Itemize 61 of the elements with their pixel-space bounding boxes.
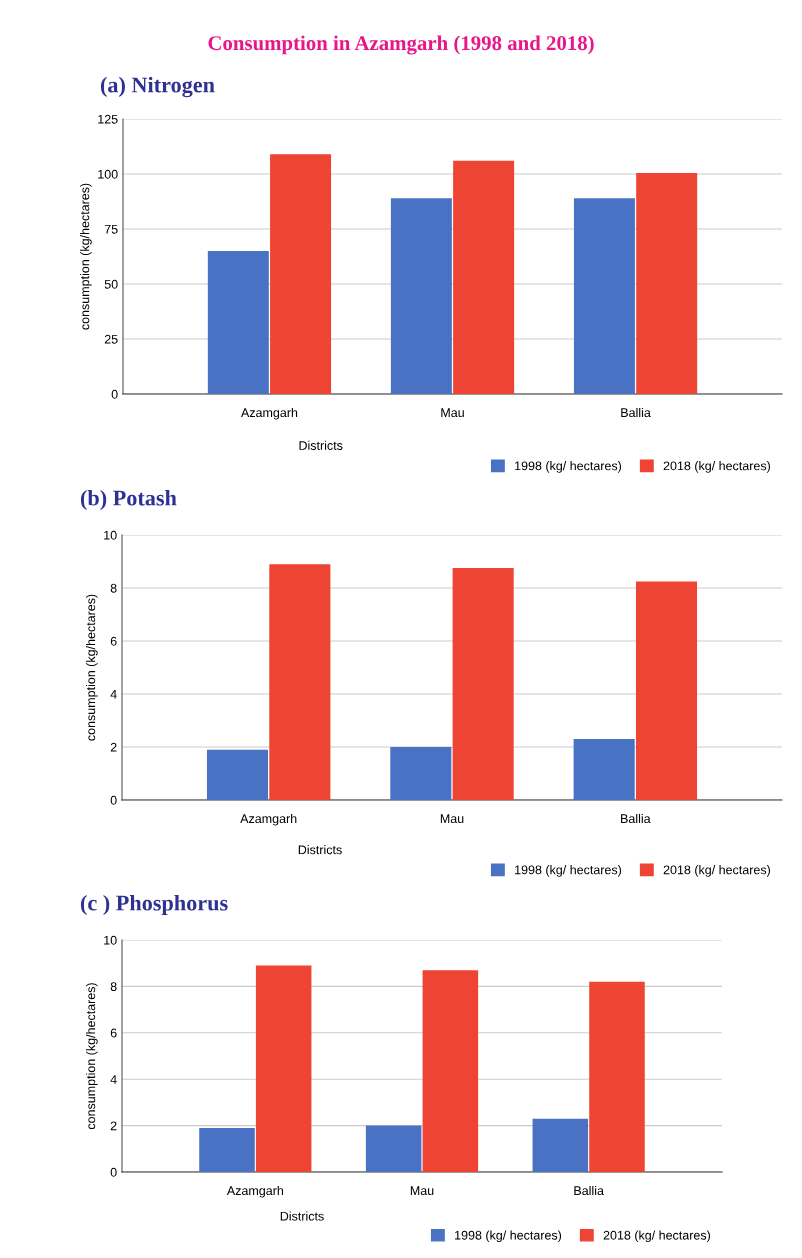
legend-label: 2018 (kg/ hectares) — [603, 1230, 710, 1243]
bar — [589, 981, 645, 1172]
chart-title: (b) Potash — [80, 489, 177, 511]
chart-subtitle: (a) Nitrogen — [100, 76, 215, 98]
x-tick-label: Ballia — [574, 1185, 604, 1196]
bar — [207, 251, 269, 394]
x-tick-label: Mau — [410, 1186, 434, 1196]
bar — [255, 965, 312, 1172]
bar — [199, 1127, 255, 1172]
bar — [390, 747, 452, 800]
y-tick-label: 75 — [104, 224, 118, 234]
x-tick-label: Azamgarh — [240, 813, 297, 826]
y-tick-label: 10 — [104, 530, 117, 540]
y-tick-label: 8 — [110, 982, 117, 992]
bar — [573, 739, 635, 800]
y-tick-label: 100 — [98, 169, 118, 179]
legend-label: 1998 (kg/ hectares) — [455, 1230, 562, 1243]
y-axis-title: consumption (kg/hectares) — [86, 983, 98, 1130]
bar — [453, 160, 515, 394]
chart-title: Consumption in Azamgarh (1998 and 2018) — [208, 35, 594, 55]
y-tick-label: 0 — [111, 389, 118, 399]
legend-label: 1998 (kg/ hectares) — [515, 461, 622, 473]
y-tick-label: 8 — [110, 583, 117, 593]
y-tick-label: 4 — [110, 689, 117, 699]
x-tick-label: Mau — [440, 814, 464, 824]
x-tick-label: Ballia — [621, 407, 651, 418]
legend-label: 2018 (kg/ hectares) — [663, 461, 770, 473]
x-tick-label: Azamgarh — [240, 407, 298, 420]
y-tick-label: 25 — [104, 334, 118, 344]
bar — [206, 749, 269, 800]
x-tick-label: Mau — [441, 408, 464, 418]
y-axis-title: consumption (kg/hectares) — [86, 594, 98, 741]
bar — [636, 172, 698, 394]
bar — [573, 198, 635, 394]
bar — [635, 581, 698, 800]
x-axis-title: Districts — [299, 440, 343, 450]
y-tick-label: 6 — [110, 636, 117, 646]
y-tick-label: 6 — [110, 1028, 117, 1038]
y-axis-title: consumption (kg/hectares) — [80, 183, 92, 330]
y-tick-label: 2 — [110, 1121, 117, 1131]
chart-title: (c ) Phosphorus — [80, 894, 228, 916]
bar — [270, 154, 332, 394]
bar — [532, 1118, 589, 1172]
x-axis-title: Districts — [298, 845, 342, 855]
y-tick-label: 125 — [98, 114, 118, 124]
legend-label: 2018 (kg/ hectares) — [663, 865, 770, 877]
legend-label: 1998 (kg/ hectares) — [515, 865, 622, 877]
y-tick-label: 10 — [104, 935, 117, 945]
y-tick-label: 0 — [110, 795, 117, 805]
y-tick-label: 0 — [110, 1167, 117, 1177]
x-tick-label: Azamgarh — [226, 1185, 284, 1198]
y-tick-label: 4 — [110, 1075, 117, 1084]
bar — [365, 1125, 422, 1172]
x-tick-label: Ballia — [621, 813, 651, 824]
x-axis-title: Districts — [280, 1211, 324, 1221]
bar — [452, 568, 514, 800]
bar — [390, 198, 452, 394]
y-tick-label: 50 — [104, 279, 118, 289]
bar — [422, 970, 479, 1172]
y-tick-label: 2 — [110, 742, 117, 752]
bar — [269, 564, 331, 800]
